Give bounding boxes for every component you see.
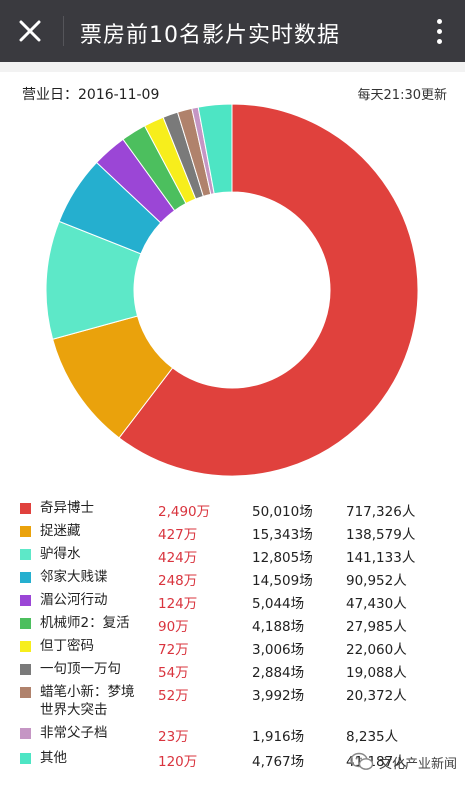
info-row: 营业日：2016-11-09 每天21:30更新 [0, 72, 465, 108]
legend-name: 湄公河行动 [40, 592, 108, 608]
update-note: 每天21:30更新 [357, 88, 447, 103]
legend-people: 717,326人 [346, 504, 416, 520]
donut-slice [118, 103, 419, 477]
legend-name: 但丁密码 [40, 638, 94, 654]
legend-screenings: 12,805场 [252, 550, 313, 566]
legend-screenings: 4,767场 [252, 754, 305, 770]
legend-name: 蜡笔小新：梦境 [40, 684, 135, 700]
legend-screenings: 3,006场 [252, 642, 305, 658]
legend-people: 8,235人 [346, 729, 399, 745]
legend-name: 一句顶一万句 [40, 661, 121, 677]
business-day: 营业日：2016-11-09 [22, 87, 160, 103]
legend-screenings: 4,188场 [252, 619, 305, 635]
legend-swatch [20, 664, 31, 675]
legend-people: 19,088人 [346, 665, 407, 681]
legend-name-line2: 世界大突击 [40, 702, 108, 718]
legend-box-office: 72万 [158, 642, 189, 658]
legend-box-office: 52万 [158, 688, 189, 704]
legend-box-office: 424万 [158, 550, 198, 566]
watermark: 文化产业新闻 [350, 752, 457, 772]
legend-row: 奇异博士 2,490万 50,010场 717,326人 [0, 498, 465, 520]
legend-screenings: 15,343场 [252, 527, 313, 543]
legend-swatch [20, 753, 31, 764]
legend-swatch [20, 572, 31, 583]
legend-name: 非常父子档 [40, 725, 108, 741]
legend-box-office: 54万 [158, 665, 189, 681]
wechat-icon [350, 752, 374, 770]
legend-box-office: 427万 [158, 527, 198, 543]
legend-name: 捉迷藏 [40, 523, 81, 539]
legend-swatch [20, 549, 31, 560]
watermark-text: 文化产业新闻 [378, 756, 457, 772]
legend-box-office: 2,490万 [158, 504, 211, 520]
legend-swatch [20, 526, 31, 537]
close-button[interactable] [12, 13, 48, 49]
title-bar: 票房前10名影片实时数据 [0, 0, 465, 62]
legend-row: 捉迷藏 427万 15,343场 138,579人 [0, 521, 465, 543]
legend-swatch [20, 618, 31, 629]
legend-people: 20,372人 [346, 688, 407, 704]
legend-people: 90,952人 [346, 573, 407, 589]
legend-swatch [20, 641, 31, 652]
legend-row: 邻家大贱谍 248万 14,509场 90,952人 [0, 567, 465, 589]
legend-swatch [20, 728, 31, 739]
close-icon [19, 20, 41, 42]
page-title: 票房前10名影片实时数据 [80, 23, 340, 48]
legend-screenings: 3,992场 [252, 688, 305, 704]
legend-name: 机械师2：复活 [40, 615, 130, 631]
legend-name: 奇异博士 [40, 500, 94, 516]
legend-row: 湄公河行动 124万 5,044场 47,430人 [0, 590, 465, 612]
legend-screenings: 1,916场 [252, 729, 305, 745]
more-vertical-icon [436, 18, 442, 24]
legend-people: 141,133人 [346, 550, 416, 566]
legend-people: 22,060人 [346, 642, 407, 658]
legend-people: 138,579人 [346, 527, 416, 543]
legend-screenings: 5,044场 [252, 596, 305, 612]
donut-chart [45, 103, 419, 477]
legend-people: 27,985人 [346, 619, 407, 635]
legend-box-office: 23万 [158, 729, 189, 745]
header-gutter [0, 62, 465, 72]
legend-screenings: 2,884场 [252, 665, 305, 681]
legend-box-office: 248万 [158, 573, 198, 589]
legend-row: 但丁密码 72万 3,006场 22,060人 [0, 636, 465, 658]
title-divider [63, 16, 64, 46]
legend-row: 蜡笔小新：梦境 世界大突击 52万 3,992场 20,372人 [0, 682, 465, 722]
legend-swatch [20, 503, 31, 514]
legend-name: 邻家大贱谍 [40, 569, 108, 585]
legend-row: 机械师2：复活 90万 4,188场 27,985人 [0, 613, 465, 635]
legend-swatch [20, 595, 31, 606]
legend-row: 非常父子档 23万 1,916场 8,235人 [0, 723, 465, 745]
legend-name: 驴得水 [40, 546, 81, 562]
legend-box-office: 120万 [158, 754, 198, 770]
legend-box-office: 124万 [158, 596, 198, 612]
legend-name: 其他 [40, 750, 67, 766]
more-options-button[interactable] [427, 13, 451, 49]
legend-screenings: 14,509场 [252, 573, 313, 589]
donut-slice [197, 103, 233, 195]
legend-swatch [20, 687, 31, 698]
legend-row: 一句顶一万句 54万 2,884场 19,088人 [0, 659, 465, 681]
legend-box-office: 90万 [158, 619, 189, 635]
legend-people: 47,430人 [346, 596, 407, 612]
legend-row: 驴得水 424万 12,805场 141,133人 [0, 544, 465, 566]
legend-screenings: 50,010场 [252, 504, 313, 520]
